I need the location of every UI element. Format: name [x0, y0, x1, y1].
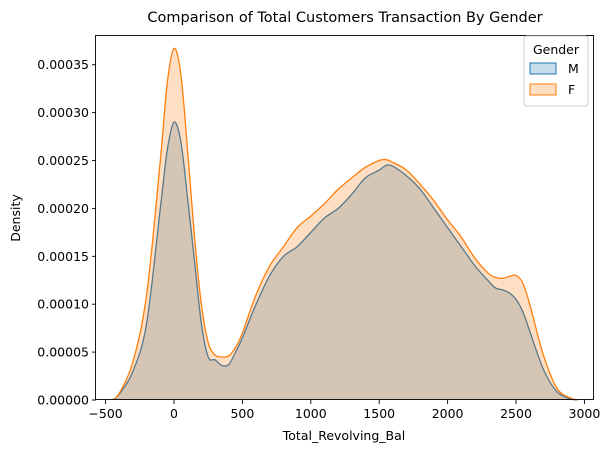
plot-area — [111, 47, 578, 401]
y-tick-label: 0.00000 — [37, 393, 89, 408]
x-tick-label: 3000 — [569, 406, 601, 421]
x-tick-label: 1500 — [363, 406, 395, 421]
series-m-area — [112, 122, 578, 401]
y-tick-label: 0.00035 — [37, 57, 89, 72]
plot-frame — [95, 35, 594, 400]
legend-label-m: M — [568, 61, 579, 76]
x-tick-label: 500 — [230, 406, 254, 421]
legend-title: Gender — [533, 42, 580, 57]
y-axis-label: Density — [8, 194, 23, 242]
x-tick-label: 0 — [170, 406, 178, 421]
series-f-line — [111, 47, 578, 401]
y-tick-label: 0.00015 — [37, 249, 89, 264]
legend-swatch-f — [529, 83, 557, 96]
x-tick-label: 2000 — [432, 406, 464, 421]
y-tick-label: 0.00005 — [37, 345, 89, 360]
y-axis: 0.00000 0.00005 0.00010 0.00015 0.00020 0.000… — [37, 57, 96, 408]
y-tick-label: 0.00020 — [37, 201, 89, 216]
chart-title: Comparison of Total Customers Transactio… — [147, 10, 542, 26]
y-tick-label: 0.00025 — [37, 153, 89, 168]
series-f-area — [112, 48, 578, 401]
x-axis: −500 0 500 1000 1500 2000 2500 3000 — [88, 400, 600, 421]
legend-label-f: F — [568, 82, 575, 97]
x-axis-label: Total_Revolving_Bal — [282, 428, 405, 443]
legend: Gender MF — [523, 35, 589, 107]
x-tick-label: 1000 — [295, 406, 327, 421]
x-tick-label: −500 — [88, 406, 122, 421]
y-tick-label: 0.00010 — [37, 297, 89, 312]
x-tick-label: 2500 — [500, 406, 532, 421]
y-tick-label: 0.00030 — [37, 105, 89, 120]
legend-swatch-m — [529, 62, 557, 75]
series-m-line — [112, 121, 578, 401]
